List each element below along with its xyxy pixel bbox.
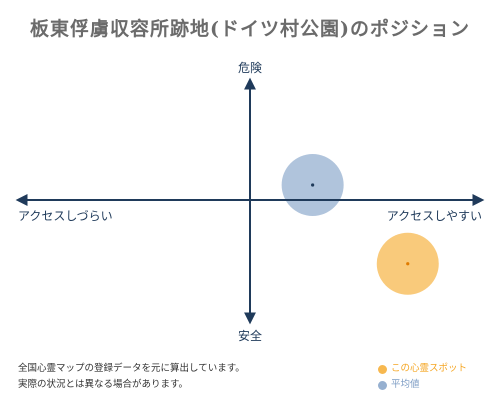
axis-label-right: アクセスしやすい [387, 209, 482, 223]
footer-line-2: 実際の状況とは異なる場合があります。 [18, 379, 189, 390]
point-center-average [311, 183, 315, 187]
axis-label-bottom: 安全 [238, 328, 262, 343]
legend-item-spot: この心霊スポット [378, 361, 467, 377]
legend-item-average: 平均値 [378, 377, 467, 393]
axis-label-left: アクセスしづらい [18, 209, 113, 223]
legend-label-average: 平均値 [391, 379, 420, 390]
legend-label-spot: この心霊スポット [391, 363, 468, 374]
footer-note: 全国心霊マップの登録データを元に算出しています。 実際の状況とは異なる場合があり… [18, 361, 245, 393]
axis-label-top: 危険 [238, 61, 262, 75]
point-center-spot [406, 262, 410, 266]
chart-title: 板東俘虜収容所跡地(ドイツ村公園)のポジション [30, 18, 470, 40]
legend-swatch-spot [378, 364, 387, 374]
footer-line-1: 全国心霊マップの登録データを元に算出しています。 [18, 363, 245, 374]
legend-swatch-average [378, 380, 387, 390]
legend: この心霊スポット 平均値 [378, 361, 467, 393]
